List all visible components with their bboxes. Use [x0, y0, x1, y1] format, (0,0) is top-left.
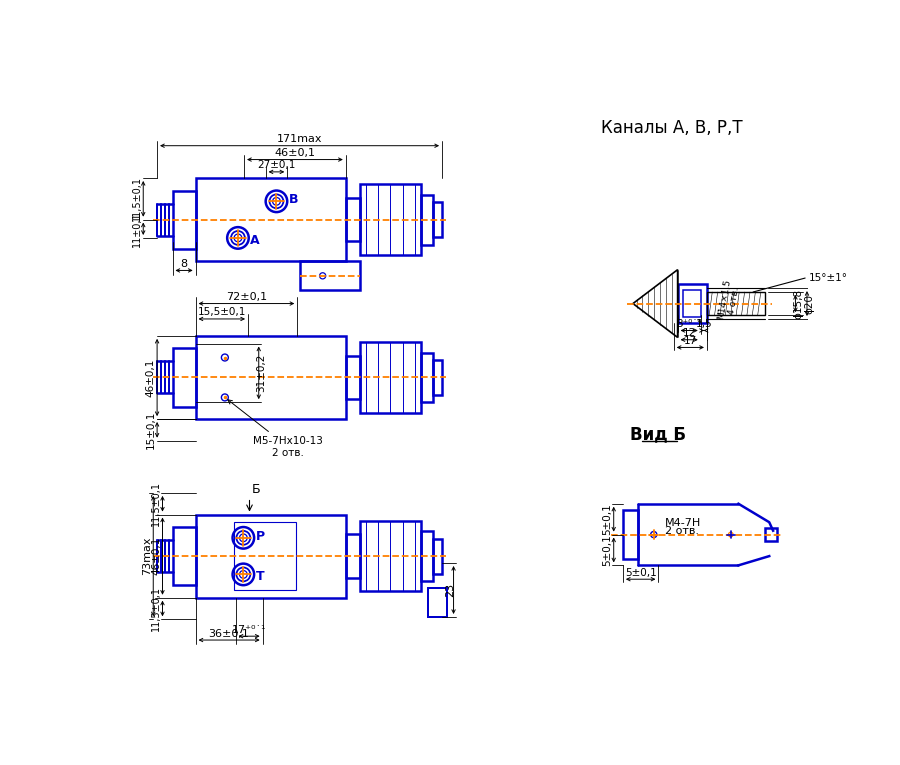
Text: Вид Б: Вид Б	[630, 425, 686, 444]
Bar	[706, 292, 765, 315]
Text: 15,5±0,1: 15,5±0,1	[198, 308, 246, 317]
Text: 72±0,1: 72±0,1	[226, 292, 267, 302]
Text: Каналы A, B, P,T: Каналы A, B, P,T	[601, 119, 743, 137]
Text: 73max: 73max	[141, 537, 152, 575]
Text: 46±0,1: 46±0,1	[151, 537, 161, 575]
Text: 46±0,1: 46±0,1	[146, 358, 156, 397]
Text: 17⁺⁰˙¹: 17⁺⁰˙¹	[232, 625, 266, 635]
Text: 8: 8	[181, 259, 187, 269]
Bar	[195, 178, 346, 261]
Text: ϕ20: ϕ20	[805, 294, 814, 314]
Text: 1,5: 1,5	[696, 319, 712, 329]
Text: 17: 17	[684, 336, 697, 346]
Text: 46±0,1: 46±0,1	[274, 148, 315, 158]
Bar	[173, 348, 195, 406]
Text: 23: 23	[446, 583, 455, 597]
Bar	[234, 522, 296, 590]
Text: 15°±1°: 15°±1°	[809, 273, 848, 283]
Text: M5-7Hx10-13
2 отв.: M5-7Hx10-13 2 отв.	[228, 400, 323, 457]
Bar	[195, 336, 346, 419]
Text: 3⁺⁰˙⁴: 3⁺⁰˙⁴	[676, 319, 702, 329]
Text: 11±0,1: 11±0,1	[131, 211, 141, 246]
Bar	[683, 290, 701, 317]
Text: 2 отв.: 2 отв.	[665, 526, 699, 536]
Text: ϕ15,8: ϕ15,8	[793, 288, 803, 318]
Bar	[346, 198, 360, 241]
Bar	[421, 194, 433, 245]
Bar	[346, 535, 360, 578]
Text: 15±0,1: 15±0,1	[146, 411, 156, 449]
Text: 5±0,1: 5±0,1	[602, 503, 612, 535]
Bar	[678, 285, 707, 323]
Text: P: P	[256, 530, 265, 543]
Text: 11,5±0,1: 11,5±0,1	[151, 481, 161, 526]
Text: 171max: 171max	[277, 134, 322, 144]
Bar	[360, 184, 421, 255]
Bar	[433, 202, 442, 237]
Text: 11,5±0,1: 11,5±0,1	[131, 176, 141, 221]
Bar	[421, 353, 433, 402]
Text: 5±0,1: 5±0,1	[625, 568, 656, 578]
Bar	[360, 342, 421, 413]
Text: A: A	[250, 234, 260, 247]
Bar	[195, 515, 346, 597]
Text: 11,5±0,1: 11,5±0,1	[151, 586, 161, 631]
Bar	[360, 521, 421, 591]
Bar	[428, 588, 447, 617]
Text: Б: Б	[252, 483, 260, 496]
Bar	[765, 529, 777, 541]
Text: M14×1,5: M14×1,5	[716, 278, 732, 320]
Text: T: T	[256, 570, 265, 583]
Text: М4-7Н: М4-7Н	[665, 518, 702, 528]
Bar	[433, 360, 442, 395]
Bar	[433, 539, 442, 574]
Text: 12: 12	[682, 328, 696, 338]
Text: 4 отв.: 4 отв.	[727, 286, 741, 315]
Text: 27±0,1: 27±0,1	[257, 161, 295, 171]
Bar	[173, 190, 195, 249]
Bar	[623, 510, 638, 559]
Bar	[173, 527, 195, 585]
Text: 5±0,1: 5±0,1	[602, 534, 612, 566]
Text: 31±0,2: 31±0,2	[256, 353, 266, 392]
Bar	[300, 261, 360, 291]
Text: B: B	[289, 194, 298, 207]
Bar	[421, 531, 433, 581]
Bar	[346, 356, 360, 399]
Text: 36±0,1: 36±0,1	[209, 629, 249, 639]
